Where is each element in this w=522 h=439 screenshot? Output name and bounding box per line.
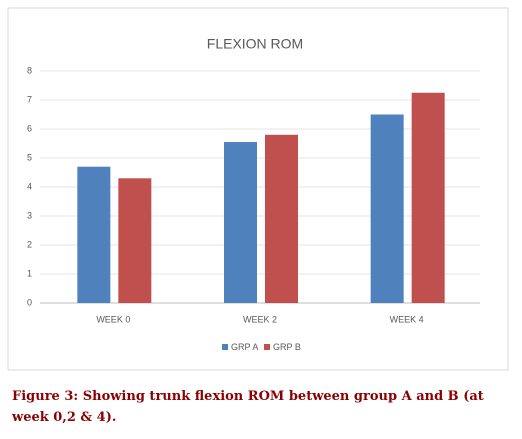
bar (77, 166, 111, 303)
bar (265, 134, 298, 303)
legend-swatch (222, 344, 228, 350)
y-tick-label: 5 (27, 152, 32, 162)
y-tick-label: 2 (27, 239, 32, 249)
y-tick-label: 7 (27, 94, 32, 104)
chart: FLEXION ROM 0 1 2 3 4 5 6 7 8 WEEK 0 WEEK 2 WEEK 4 G… (7, 7, 509, 371)
y-tick-label: 6 (27, 123, 32, 133)
bar (224, 142, 257, 303)
y-tick-label: 4 (27, 181, 32, 191)
y-tick-label: 0 (27, 297, 32, 307)
x-tick-label: WEEK 4 (390, 314, 424, 324)
figure-caption: Figure 3: Showing trunk flexion ROM betw… (12, 389, 484, 425)
legend-swatch (264, 344, 270, 350)
chart-title: FLEXION ROM (207, 36, 303, 52)
y-tick-label: 3 (27, 210, 32, 220)
y-tick-label: 8 (27, 65, 32, 75)
x-tick-label: WEEK 2 (243, 314, 277, 324)
bar (118, 178, 152, 303)
x-tick-label: WEEK 0 (96, 314, 130, 324)
bar (370, 114, 404, 303)
legend-label: GRP B (273, 342, 301, 352)
y-tick-label: 1 (27, 268, 32, 278)
legend-label: GRP A (231, 342, 258, 352)
bar (411, 92, 445, 303)
